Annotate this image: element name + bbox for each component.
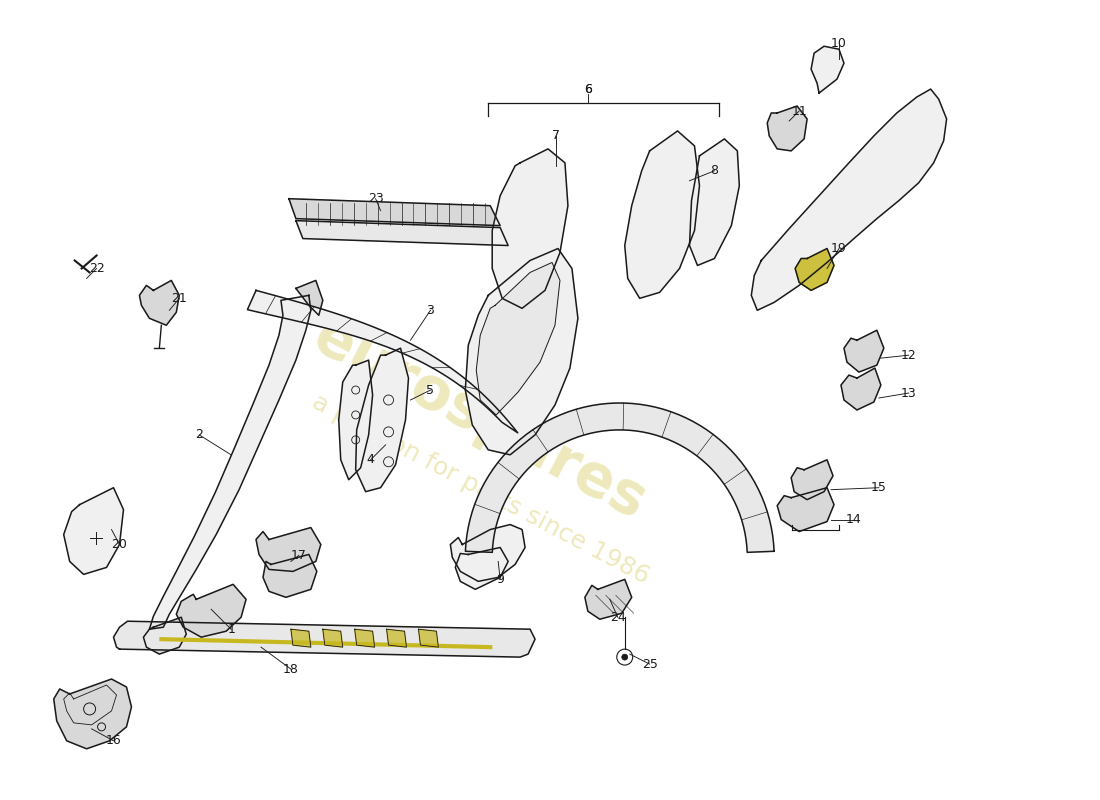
Text: 11: 11 — [791, 105, 807, 118]
Polygon shape — [465, 403, 774, 552]
Text: 1: 1 — [228, 622, 235, 636]
Polygon shape — [355, 348, 408, 492]
Polygon shape — [64, 488, 123, 574]
Polygon shape — [322, 630, 343, 647]
Text: 23: 23 — [367, 192, 384, 206]
Text: a passion for parts since 1986: a passion for parts since 1986 — [308, 390, 653, 589]
Polygon shape — [263, 554, 317, 598]
Text: 9: 9 — [496, 573, 504, 586]
Polygon shape — [465, 249, 578, 455]
Polygon shape — [585, 579, 631, 619]
Text: 4: 4 — [366, 454, 375, 466]
Text: 7: 7 — [552, 130, 560, 142]
Text: 22: 22 — [89, 262, 104, 275]
Polygon shape — [113, 622, 535, 657]
Polygon shape — [844, 330, 883, 372]
Text: 12: 12 — [901, 349, 916, 362]
Text: 13: 13 — [901, 386, 916, 399]
Text: 15: 15 — [871, 481, 887, 494]
Polygon shape — [143, 618, 186, 654]
Text: 2: 2 — [196, 428, 204, 442]
Text: 14: 14 — [846, 513, 861, 526]
Text: 18: 18 — [283, 662, 299, 675]
Polygon shape — [296, 221, 508, 246]
Polygon shape — [751, 89, 947, 310]
Polygon shape — [256, 527, 321, 571]
Text: 3: 3 — [427, 304, 434, 317]
Text: 6: 6 — [584, 82, 592, 95]
Text: 25: 25 — [641, 658, 658, 670]
Circle shape — [621, 654, 628, 660]
Polygon shape — [795, 249, 834, 290]
Polygon shape — [455, 547, 508, 590]
Polygon shape — [248, 290, 518, 433]
Text: 20: 20 — [111, 538, 128, 551]
Text: 17: 17 — [290, 549, 307, 562]
Polygon shape — [476, 262, 560, 415]
Polygon shape — [418, 630, 439, 647]
Polygon shape — [140, 281, 179, 326]
Polygon shape — [791, 460, 833, 500]
Text: 6: 6 — [584, 82, 592, 95]
Polygon shape — [354, 630, 375, 647]
Polygon shape — [492, 149, 568, 308]
Polygon shape — [289, 198, 500, 226]
Polygon shape — [625, 131, 700, 298]
Polygon shape — [150, 295, 311, 630]
Polygon shape — [811, 46, 844, 93]
Text: 21: 21 — [172, 292, 187, 305]
Polygon shape — [778, 488, 834, 531]
Text: 19: 19 — [832, 242, 847, 255]
Polygon shape — [54, 679, 132, 749]
Polygon shape — [690, 139, 739, 266]
Text: 24: 24 — [609, 610, 626, 624]
Polygon shape — [450, 525, 525, 582]
Polygon shape — [296, 281, 322, 315]
Polygon shape — [386, 630, 407, 647]
Polygon shape — [339, 360, 373, 480]
Polygon shape — [290, 630, 311, 647]
Text: 10: 10 — [832, 37, 847, 50]
Polygon shape — [767, 106, 807, 151]
Polygon shape — [842, 368, 881, 410]
Text: 8: 8 — [711, 164, 718, 178]
Text: 16: 16 — [106, 734, 121, 747]
Polygon shape — [176, 584, 246, 637]
Text: 5: 5 — [427, 383, 434, 397]
Text: eurospares: eurospares — [304, 308, 657, 532]
